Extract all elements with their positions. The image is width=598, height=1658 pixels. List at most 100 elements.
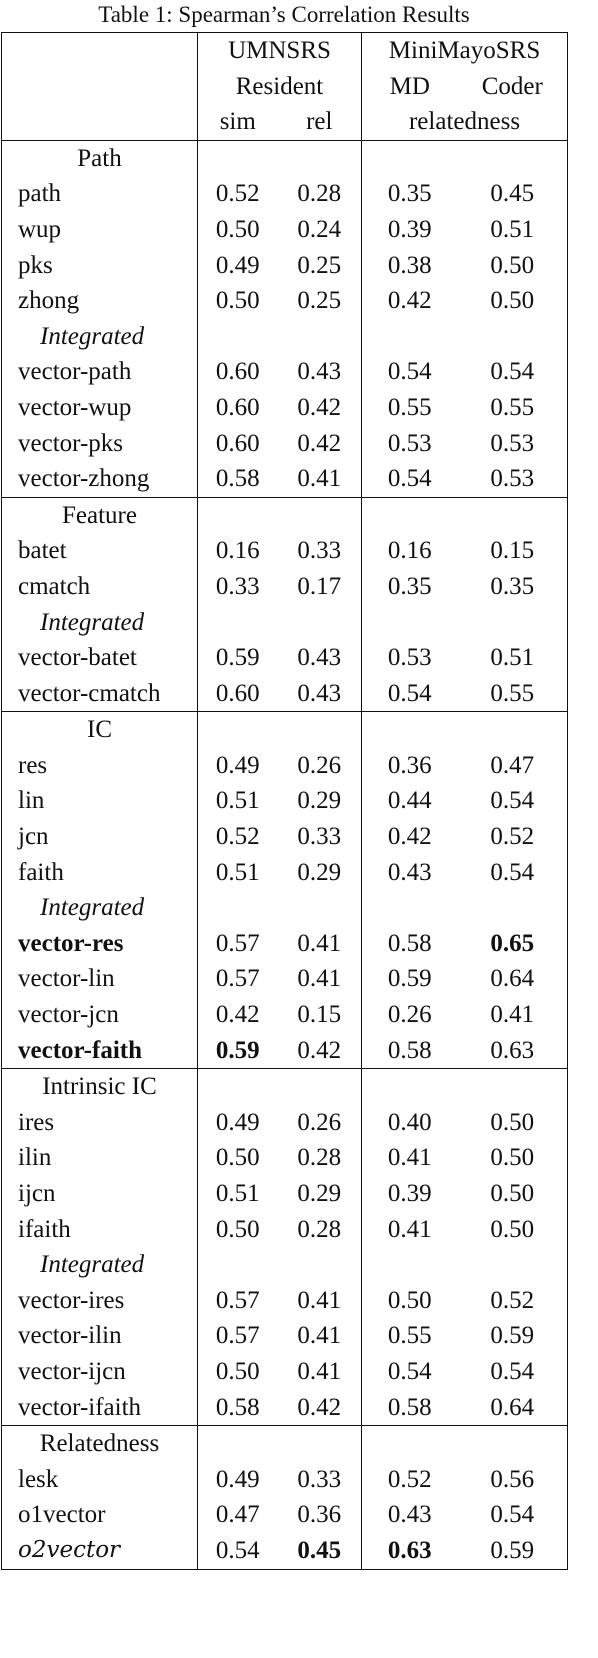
method-name: ifaith (18, 1215, 71, 1243)
table-row: path 0.52 0.28 0.35 0.45 (2, 176, 568, 212)
score-cell: 0.44 (361, 783, 458, 820)
score-cell: 0.41 (361, 1140, 458, 1176)
method-name: ires (18, 1108, 55, 1136)
table-row: pks 0.49 0.25 0.38 0.50 (2, 247, 568, 284)
section-title-row: Intrinsic IC (1, 1068, 568, 1105)
method-name: wup (18, 215, 62, 243)
score-cell: 0.41 (297, 1357, 342, 1385)
score-cell: 0.58 (197, 461, 278, 498)
score-cell: 0.42 (297, 1393, 342, 1421)
score-cell: 0.35 (361, 176, 458, 212)
score-cell: 0.33 (297, 823, 342, 851)
score-cell: 0.43 (297, 644, 342, 672)
table-row: vector-zhong 0.58 0.41 0.54 0.53 (2, 461, 568, 498)
score-cell: 0.53 (490, 429, 535, 457)
score-cell: 0.52 (197, 819, 278, 855)
score-cell: 0.59 (197, 1032, 278, 1069)
section-title: Feature (1, 496, 198, 534)
score-cell: 0.41 (297, 1322, 342, 1350)
method-name: cmatch (18, 572, 91, 600)
score-cell: 0.29 (297, 858, 342, 886)
score-cell: 0.60 (197, 425, 278, 462)
score-cell: 0.60 (197, 675, 278, 712)
score-cell: 0.42 (361, 283, 458, 319)
table-row: ilin 0.50 0.28 0.41 0.50 (2, 1140, 568, 1176)
score-cell: 0.50 (490, 1108, 535, 1136)
method-name: vector-batet (18, 644, 137, 672)
score-cell: 0.55 (361, 1318, 458, 1354)
method-name: faith (18, 858, 64, 886)
score-cell: 0.65 (490, 929, 535, 957)
integrated-label: Integrated (40, 322, 145, 350)
score-cell: 0.35 (490, 572, 535, 600)
score-cell: 0.59 (490, 1536, 535, 1564)
section-title-row: IC (1, 711, 568, 748)
score-cell: 0.57 (197, 1282, 278, 1319)
table-caption: Table 1: Spearman’s Correlation Results (98, 2, 470, 27)
score-cell: 0.64 (490, 1393, 535, 1421)
section-title-row: Path (1, 139, 568, 177)
score-cell: 0.17 (297, 572, 342, 600)
score-cell: 0.47 (197, 1497, 278, 1533)
score-cell: 0.50 (490, 287, 535, 315)
score-cell: 0.52 (490, 1286, 535, 1314)
header-row-2: Resident MD Coder (2, 68, 568, 105)
table-row: vector-ires 0.57 0.41 0.50 0.52 (2, 1282, 568, 1319)
method-name: ilin (18, 1144, 52, 1172)
header-row-3: sim rel relatedness (2, 104, 568, 141)
results-body: Path path 0.52 0.28 0.35 0.45 wup 0.50 0.24 0.39 0… (1, 139, 568, 1570)
score-cell: 0.29 (297, 1180, 342, 1207)
score-cell: 0.26 (297, 1108, 342, 1136)
table-row: vector-batet 0.59 0.43 0.53 0.51 (2, 640, 568, 676)
method-name: path (18, 180, 62, 208)
header-sim: sim (197, 104, 278, 141)
section-title: Intrinsic IC (1, 1068, 198, 1105)
score-cell: 0.53 (361, 640, 458, 676)
method-name: vector-path (18, 358, 132, 386)
score-cell: 0.42 (297, 429, 342, 457)
score-cell: 0.25 (297, 287, 342, 315)
method-name: vector-cmatch (18, 679, 161, 707)
table-row: ires 0.49 0.26 0.40 0.50 (2, 1104, 568, 1141)
table-row: vector-cmatch 0.60 0.43 0.54 0.55 (2, 675, 568, 712)
score-cell: 0.54 (490, 858, 535, 886)
score-cell: 0.41 (297, 1286, 342, 1314)
score-cell: 0.55 (490, 679, 535, 707)
method-name: vector-lin (18, 965, 115, 993)
score-cell: 0.39 (361, 211, 458, 248)
score-cell: 0.58 (361, 1389, 458, 1426)
score-cell: 0.52 (197, 176, 278, 212)
score-cell: 0.51 (197, 1176, 278, 1212)
integrated-label: Integrated (40, 1251, 145, 1279)
integrated-label-row: Integrated (2, 1247, 568, 1283)
score-cell: 0.33 (197, 568, 278, 605)
score-cell: 0.49 (197, 747, 278, 784)
integrated-label-row: Integrated (2, 318, 568, 355)
score-cell: 0.49 (197, 1104, 278, 1141)
score-cell: 0.60 (197, 389, 278, 426)
score-cell: 0.50 (490, 1180, 535, 1207)
score-cell: 0.16 (197, 533, 278, 569)
score-cell: 0.47 (490, 751, 535, 779)
table-row: batet 0.16 0.33 0.16 0.15 (2, 533, 568, 569)
table-row: faith 0.51 0.29 0.43 0.54 (2, 854, 568, 891)
score-cell: 0.51 (490, 644, 535, 672)
score-cell: 0.54 (197, 1532, 278, 1570)
table-row: cmatch 0.33 0.17 0.35 0.35 (2, 568, 568, 605)
score-cell: 0.45 (297, 1536, 342, 1564)
integrated-label: Integrated (40, 894, 145, 922)
table-row: o1vector 0.47 0.36 0.43 0.54 (2, 1497, 568, 1533)
table-row: vector-wup 0.60 0.42 0.55 0.55 (2, 389, 568, 426)
score-cell: 0.43 (361, 1497, 458, 1533)
score-cell: 0.45 (490, 180, 535, 208)
score-cell: 0.36 (361, 747, 458, 784)
header-relatedness: relatedness (361, 104, 568, 141)
score-cell: 0.16 (361, 533, 458, 569)
table-row: vector-lin 0.57 0.41 0.59 0.64 (2, 961, 568, 998)
score-cell: 0.26 (361, 997, 458, 1033)
score-cell: 0.35 (361, 568, 458, 605)
score-cell: 0.53 (490, 465, 535, 493)
score-cell: 0.63 (490, 1036, 535, 1064)
results-table: UMNSRS MiniMayoSRS Resident MD Coder sim… (1, 32, 569, 1570)
score-cell: 0.54 (490, 787, 535, 815)
